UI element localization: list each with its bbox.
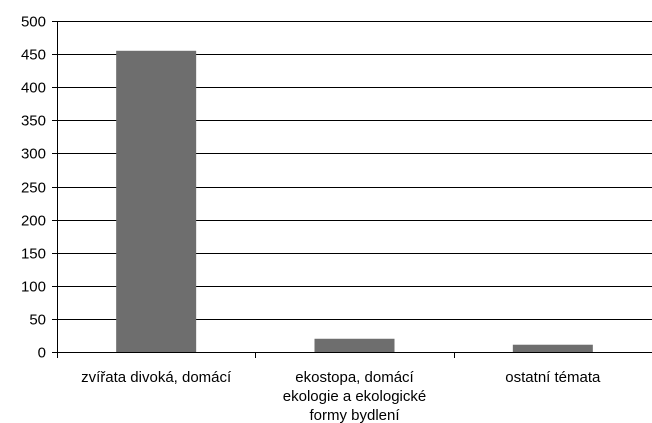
bars [116,50,593,352]
bar-1 [314,338,395,352]
y-tick-label: 100 [21,279,46,296]
axes [52,21,652,358]
category-label: ekostopa, domácí [295,369,414,386]
y-tick-label: 150 [21,246,46,263]
category-label: zvířata divoká, domácí [81,369,232,386]
category-label: ekologie a ekologické [283,388,426,405]
bar-2 [512,344,593,352]
y-tick-label: 250 [21,180,46,197]
category-label: formy bydlení [309,407,400,423]
y-tick-label: 0 [38,345,46,362]
y-tick-label: 400 [21,80,46,97]
y-tick-label: 350 [21,113,46,130]
y-tick-label: 300 [21,146,46,163]
y-tick-labels: 0 50 100 150 200 250 300 350 400 450 500 [21,14,46,362]
y-tick-label: 500 [21,14,46,31]
category-label: ostatní témata [505,369,601,386]
y-tick-label: 200 [21,213,46,230]
y-tick-label: 450 [21,47,46,64]
y-tick-label: 50 [29,312,46,329]
bar-0 [116,50,197,352]
x-category-labels: zvířata divoká, domácí ekostopa, domácí ek… [81,369,601,423]
